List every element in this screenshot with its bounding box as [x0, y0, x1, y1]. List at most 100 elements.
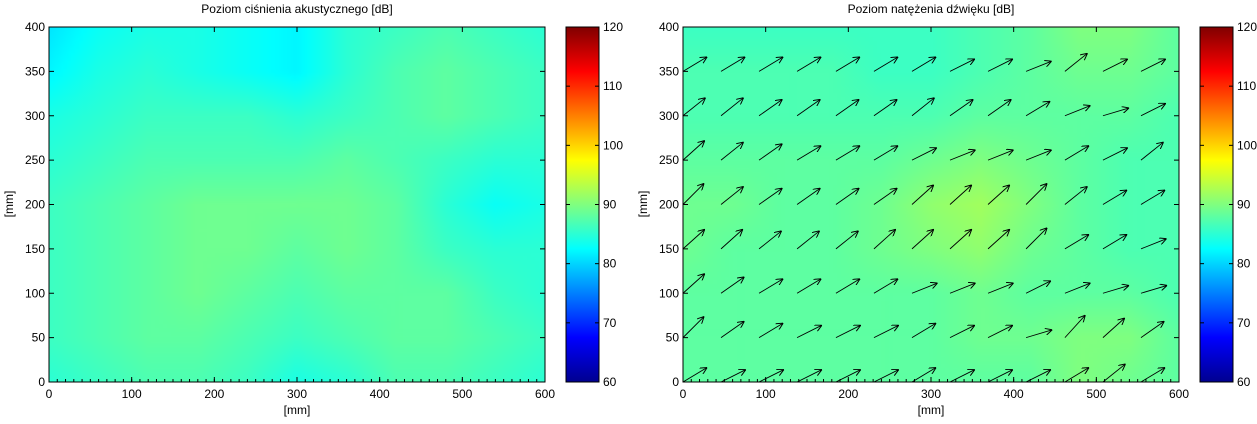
intensity-arrow: [873, 99, 897, 117]
intensity-arrow: [720, 370, 746, 383]
intensity-arrow: [1025, 61, 1052, 72]
intensity-arrow: [682, 229, 705, 250]
intensity-arrow: [796, 57, 821, 72]
intensity-arrow: [1025, 330, 1052, 339]
x-tick-label: 400: [370, 387, 390, 401]
y-axis-label: [mm]: [636, 191, 650, 218]
intensity-arrow: [720, 229, 743, 250]
x-tick-label: 300: [921, 387, 941, 401]
intensity-arrow: [682, 98, 706, 117]
intensity-arrow: [1064, 315, 1085, 338]
intensity-arrow: [720, 57, 745, 72]
x-tick-label: 200: [838, 387, 858, 401]
intensity-arrow: [1140, 285, 1167, 294]
x-tick-label: 600: [1169, 387, 1189, 401]
intensity-arrow: [1064, 368, 1089, 383]
intensity-arrow: [835, 188, 859, 205]
x-tick-label: 300: [287, 387, 307, 401]
intensity-arrow: [873, 146, 898, 161]
intensity-arrow: [1064, 106, 1091, 117]
intensity-arrow: [987, 229, 1010, 250]
intensity-arrow: [911, 185, 934, 205]
intensity-arrow: [758, 279, 783, 294]
colorbar-tick-label: 120: [1237, 20, 1257, 34]
intensity-arrow: [1064, 234, 1089, 250]
intensity-arrow: [949, 283, 976, 294]
colorbar-tick-label: 60: [1237, 375, 1251, 389]
intensity-arrow: [1140, 103, 1166, 117]
sound-intensity-panel: Poziom natężenia dźwięku [dB] 0 100 200 300…: [636, 2, 1257, 417]
intensity-arrow: [720, 277, 744, 294]
heatmap-image: [49, 27, 545, 382]
intensity-arrow: [682, 57, 707, 72]
intensity-arrow: [720, 321, 744, 338]
x-tick-label: 500: [1086, 387, 1106, 401]
intensity-arrow: [1140, 142, 1164, 161]
x-tick-label: 600: [535, 387, 555, 401]
chart-title: Poziom ciśnienia akustycznego [dB]: [201, 2, 392, 16]
intensity-arrow: [949, 229, 972, 250]
y-tick-label: 300: [659, 109, 679, 123]
axes: 0 100 200 300 400 500 600 0 50 100 150 200 250 300 350…: [659, 20, 1189, 401]
chart-title: Poziom natężenia dźwięku [dB]: [848, 2, 1015, 16]
x-tick-label: 0: [680, 387, 687, 401]
heatmap-area: [49, 27, 545, 382]
colorbar-tick-label: 100: [603, 138, 623, 152]
intensity-arrow: [1064, 53, 1088, 72]
x-tick-label: 100: [756, 387, 776, 401]
intensity-arrow: [987, 99, 1011, 117]
intensity-arrow: [873, 370, 899, 383]
colorbar-scale: [565, 26, 600, 383]
axes: 0 100 200 300 400 500 600 0 50 100 150 200 250 300 350…: [25, 20, 555, 401]
intensity-arrow: [758, 99, 782, 117]
intensity-arrow: [949, 370, 975, 383]
intensity-arrow: [1064, 146, 1089, 161]
intensity-arrow: [758, 370, 784, 383]
intensity-arrow: [873, 188, 897, 205]
intensity-arrow: [835, 57, 860, 72]
y-tick-label: 200: [659, 198, 679, 212]
heatmap-image: [683, 27, 1179, 382]
intensity-arrow: [1140, 239, 1167, 250]
intensity-arrow: [835, 99, 859, 117]
y-tick-label: 200: [25, 198, 45, 212]
y-tick-label: 400: [25, 20, 45, 34]
intensity-arrow: [873, 279, 898, 294]
intensity-arrow: [911, 368, 936, 383]
y-tick-label: 150: [659, 242, 679, 256]
colorbar-tick-label: 80: [603, 257, 617, 271]
intensity-arrow: [1025, 101, 1050, 117]
y-tick-label: 50: [666, 331, 680, 345]
intensity-arrow: [796, 231, 820, 250]
x-tick-label: 200: [204, 387, 224, 401]
intensity-arrow: [949, 150, 976, 161]
intensity-arrow: [682, 183, 704, 205]
colorbar-tick-label: 80: [1237, 257, 1251, 271]
intensity-arrow: [796, 188, 820, 205]
intensity-arrow: [682, 274, 705, 294]
y-tick-label: 0: [38, 375, 45, 389]
intensity-arrow: [911, 98, 935, 117]
intensity-arrow: [758, 144, 782, 161]
y-tick-label: 150: [25, 242, 45, 256]
colorbar-scale: [1199, 26, 1234, 383]
intensity-arrow: [987, 325, 1013, 339]
x-tick-label: 100: [122, 387, 142, 401]
intensity-arrow: [682, 317, 704, 338]
intensity-arrow: [1064, 186, 1088, 205]
y-tick-label: 250: [659, 153, 679, 167]
intensity-arrow: [873, 229, 896, 250]
intensity-arrow: [987, 283, 1014, 294]
intensity-arrow: [720, 98, 744, 117]
colorbar-tick-label: 110: [1237, 79, 1256, 93]
intensity-arrow: [1102, 148, 1128, 161]
sound-pressure-panel: Poziom ciśnienia akustycznego [dB] 0 100 2…: [2, 2, 623, 417]
intensity-arrow: [835, 325, 861, 339]
y-tick-label: 350: [659, 64, 679, 78]
intensity-arrow: [1102, 318, 1125, 338]
x-tick-label: 400: [1004, 387, 1024, 401]
intensity-arrow: [1025, 150, 1052, 161]
intensity-arrow: [873, 325, 899, 339]
intensity-arrow: [1140, 190, 1165, 205]
